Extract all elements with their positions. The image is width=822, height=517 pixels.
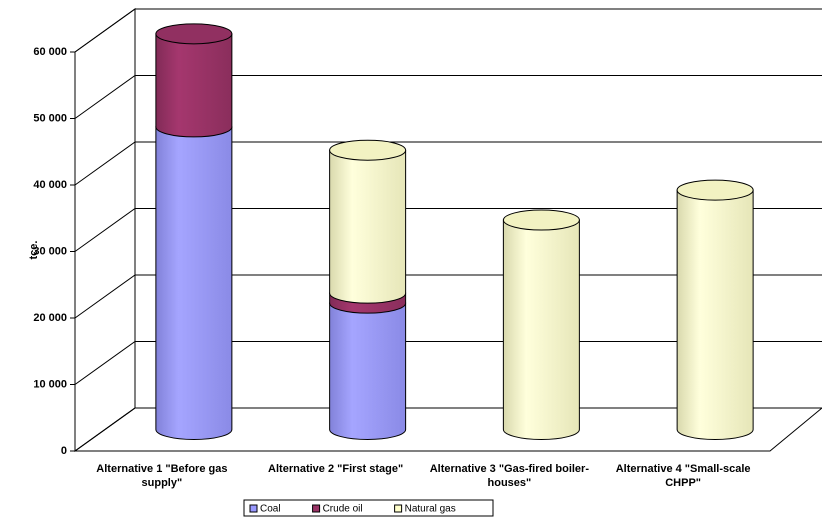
cylinder-segment [676, 189, 754, 440]
y-tick-label: 30 000 [33, 245, 67, 257]
legend-swatch [312, 504, 321, 513]
grid-line [74, 274, 822, 319]
y-tick-label: 10 000 [33, 378, 67, 390]
grid-line [74, 141, 822, 186]
cylinder-segment [329, 149, 407, 304]
cylinder-top [155, 23, 233, 45]
x-tick-label: Alternative 1 "Before gas supply" [96, 463, 228, 489]
cylinder-top [676, 179, 754, 201]
y-tick-label: 0 [61, 445, 67, 457]
grid-line [74, 8, 822, 53]
x-tick-label: Alternative 2 "First stage" [268, 463, 404, 475]
cylinder-top [502, 209, 580, 231]
y-tick-label: 50 000 [33, 112, 67, 124]
y-tick-label: 20 000 [33, 312, 67, 324]
grid-line [74, 407, 822, 452]
y-tick-label: 40 000 [33, 179, 67, 191]
cylinder-segment [155, 126, 233, 440]
cylinder-segment [155, 33, 233, 138]
grid-line [74, 208, 822, 252]
grid-line [74, 341, 822, 385]
x-tick-label: Alternative 4 "Small-scale CHPP" [615, 463, 751, 489]
legend-box [243, 499, 494, 517]
x-tick-label: Alternative 3 "Gas-fired boiler-houses" [429, 463, 589, 489]
grid-line [74, 75, 822, 119]
cylinder-top [329, 139, 407, 161]
legend-label: Natural gas [405, 504, 456, 515]
cylinder-segment [502, 219, 580, 440]
legend: Coal Crude oil Natural gas [243, 499, 494, 517]
cylinder-segment [329, 302, 407, 440]
y-tick-label: 60 000 [33, 46, 67, 58]
legend-label: Coal [260, 504, 281, 515]
y-axis-label: tce. [28, 241, 40, 260]
legend-swatch [394, 504, 403, 513]
legend-label: Crude oil [323, 504, 363, 515]
legend-swatch [249, 504, 258, 513]
